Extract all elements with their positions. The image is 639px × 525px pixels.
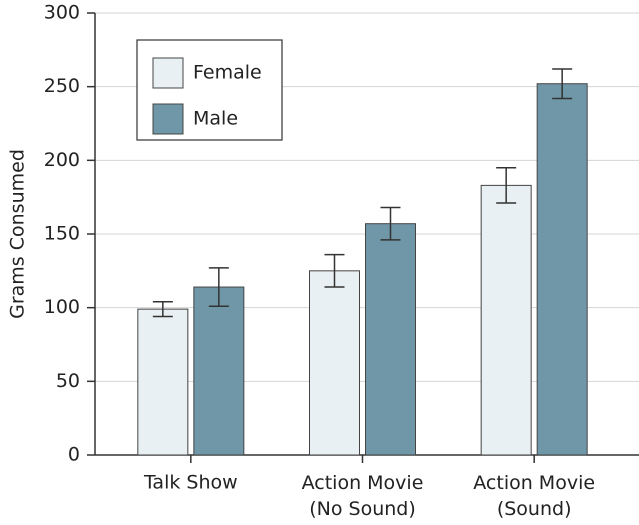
error-bar	[324, 253, 345, 288]
bar	[365, 223, 416, 456]
bar	[480, 184, 532, 456]
y-tick-label: 300	[44, 2, 80, 24]
legend-swatch	[152, 103, 184, 135]
y-tick-label: 150	[44, 223, 80, 245]
y-axis-label: Grams Consumed	[7, 149, 29, 319]
error-bar	[380, 206, 401, 241]
bar	[193, 286, 245, 456]
legend-label: Female	[193, 62, 262, 84]
x-tick-label: Talk Show	[143, 472, 238, 494]
y-tick-label: 0	[68, 444, 80, 466]
bar	[309, 270, 360, 456]
y-tick-label: 200	[44, 149, 80, 171]
bar	[137, 308, 189, 456]
error-bar	[496, 166, 517, 204]
y-tick-label: 100	[44, 296, 80, 318]
error-bar	[208, 267, 229, 307]
error-bar	[152, 301, 173, 318]
legend-label: Male	[193, 108, 238, 130]
x-tick-label: Action Movie (No Sound)	[302, 472, 424, 520]
error-bar	[552, 68, 573, 100]
x-tick-label: Action Movie (Sound)	[473, 472, 595, 520]
y-tick-label: 50	[56, 370, 80, 392]
legend-swatch	[152, 57, 184, 89]
y-tick-label: 250	[44, 75, 80, 97]
bar	[536, 83, 588, 456]
